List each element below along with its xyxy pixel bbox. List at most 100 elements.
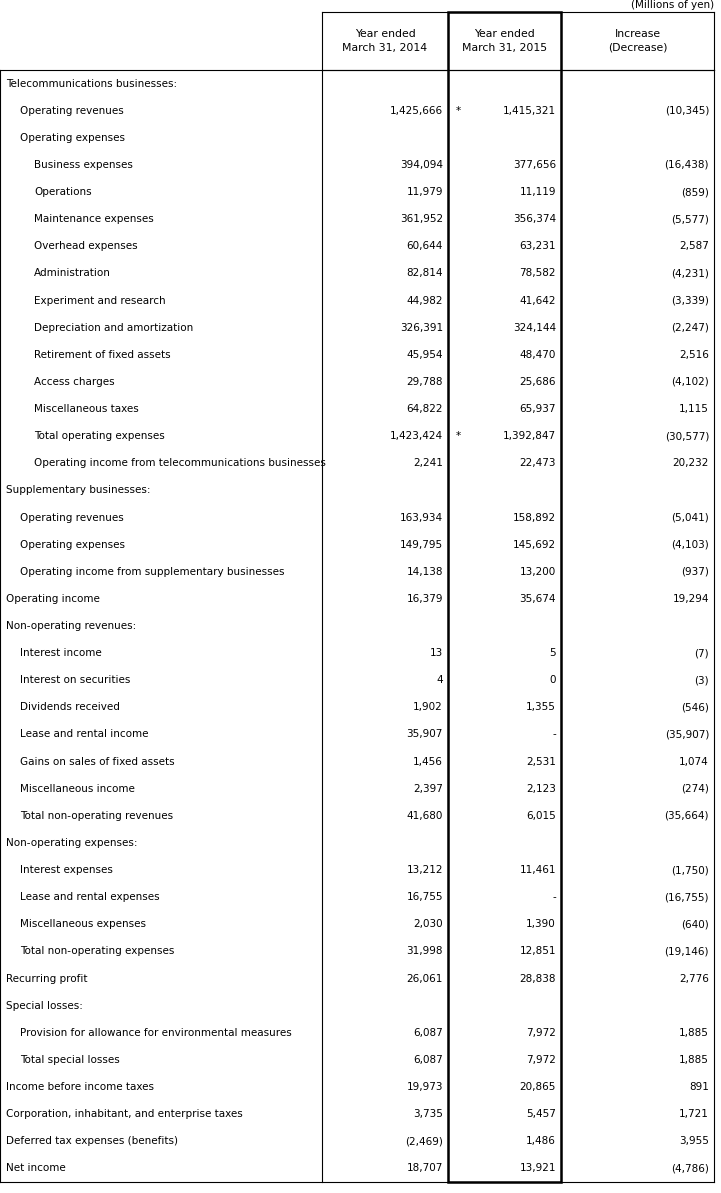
Text: Deferred tax expenses (benefits): Deferred tax expenses (benefits) [6, 1136, 178, 1146]
Text: 7,972: 7,972 [526, 1028, 556, 1038]
Text: 394,094: 394,094 [400, 160, 443, 169]
Text: 1,115: 1,115 [679, 404, 709, 414]
Text: 19,973: 19,973 [407, 1082, 443, 1092]
Text: 28,838: 28,838 [520, 973, 556, 983]
Text: 377,656: 377,656 [513, 160, 556, 169]
Text: (Millions of yen): (Millions of yen) [631, 0, 714, 10]
Text: 1,456: 1,456 [413, 756, 443, 767]
Text: 25,686: 25,686 [520, 377, 556, 387]
Text: Provision for allowance for environmental measures: Provision for allowance for environmenta… [20, 1028, 292, 1038]
Text: 1,390: 1,390 [526, 920, 556, 929]
Text: 13: 13 [430, 648, 443, 659]
Text: 13,212: 13,212 [407, 865, 443, 876]
Text: 60,644: 60,644 [407, 241, 443, 252]
Text: 11,461: 11,461 [520, 865, 556, 876]
Text: 6,087: 6,087 [413, 1055, 443, 1065]
Text: 82,814: 82,814 [407, 268, 443, 278]
Text: 41,680: 41,680 [407, 811, 443, 821]
Text: 163,934: 163,934 [400, 513, 443, 523]
Text: 7,972: 7,972 [526, 1055, 556, 1065]
Text: 361,952: 361,952 [400, 215, 443, 224]
Text: 35,907: 35,907 [407, 729, 443, 740]
Text: (3,339): (3,339) [671, 296, 709, 305]
Text: Non-operating expenses:: Non-operating expenses: [6, 837, 138, 848]
Text: 13,921: 13,921 [520, 1163, 556, 1174]
Text: (2,469): (2,469) [405, 1136, 443, 1146]
Text: Corporation, inhabitant, and enterprise taxes: Corporation, inhabitant, and enterprise … [6, 1109, 243, 1119]
Text: (10,345): (10,345) [665, 106, 709, 116]
Text: Year ended
March 31, 2014: Year ended March 31, 2014 [342, 29, 428, 52]
Text: 13,200: 13,200 [520, 567, 556, 576]
Text: Business expenses: Business expenses [34, 160, 133, 169]
Text: Operating income: Operating income [6, 594, 100, 604]
Text: Operating expenses: Operating expenses [20, 539, 125, 550]
Text: Depreciation and amortization: Depreciation and amortization [34, 322, 193, 333]
Text: (4,103): (4,103) [671, 539, 709, 550]
Text: Recurring profit: Recurring profit [6, 973, 87, 983]
Text: 1,392,847: 1,392,847 [503, 431, 556, 441]
Text: Special losses:: Special losses: [6, 1001, 83, 1010]
Text: 356,374: 356,374 [513, 215, 556, 224]
Text: (2,247): (2,247) [671, 322, 709, 333]
Text: Interest expenses: Interest expenses [20, 865, 113, 876]
Text: 19,294: 19,294 [673, 594, 709, 604]
Text: 44,982: 44,982 [407, 296, 443, 305]
Text: 29,788: 29,788 [407, 377, 443, 387]
Text: Access charges: Access charges [34, 377, 115, 387]
Text: Experiment and research: Experiment and research [34, 296, 166, 305]
Text: Lease and rental income: Lease and rental income [20, 729, 149, 740]
Text: Income before income taxes: Income before income taxes [6, 1082, 154, 1092]
Text: 3,735: 3,735 [413, 1109, 443, 1119]
Text: 1,885: 1,885 [679, 1055, 709, 1065]
Text: (16,438): (16,438) [665, 160, 709, 169]
Text: 5: 5 [549, 648, 556, 659]
Text: (35,664): (35,664) [665, 811, 709, 821]
Text: 1,721: 1,721 [679, 1109, 709, 1119]
Text: 158,892: 158,892 [513, 513, 556, 523]
Text: 48,470: 48,470 [520, 350, 556, 360]
Text: 1,415,321: 1,415,321 [503, 106, 556, 116]
Text: 326,391: 326,391 [400, 322, 443, 333]
Text: 11,979: 11,979 [407, 187, 443, 197]
Text: 41,642: 41,642 [520, 296, 556, 305]
Text: 20,232: 20,232 [673, 458, 709, 469]
Text: (937): (937) [681, 567, 709, 576]
Text: 6,015: 6,015 [526, 811, 556, 821]
Text: 149,795: 149,795 [400, 539, 443, 550]
Text: 1,486: 1,486 [526, 1136, 556, 1146]
Text: Miscellaneous taxes: Miscellaneous taxes [34, 404, 138, 414]
Text: 145,692: 145,692 [513, 539, 556, 550]
Text: Year ended
March 31, 2015: Year ended March 31, 2015 [462, 29, 547, 52]
Text: Total operating expenses: Total operating expenses [34, 431, 165, 441]
Text: 16,379: 16,379 [407, 594, 443, 604]
Text: (4,231): (4,231) [671, 268, 709, 278]
Text: *: * [456, 106, 461, 116]
Text: 11,119: 11,119 [520, 187, 556, 197]
Text: (859): (859) [681, 187, 709, 197]
Text: (30,577): (30,577) [665, 431, 709, 441]
Text: Total non-operating expenses: Total non-operating expenses [20, 946, 174, 957]
Text: Operating income from telecommunications businesses: Operating income from telecommunications… [34, 458, 326, 469]
Text: 4: 4 [436, 675, 443, 685]
Text: Miscellaneous income: Miscellaneous income [20, 784, 135, 793]
Text: 891: 891 [689, 1082, 709, 1092]
Text: Operating revenues: Operating revenues [20, 106, 124, 116]
Text: 14,138: 14,138 [407, 567, 443, 576]
Text: 2,397: 2,397 [413, 784, 443, 793]
Text: (5,041): (5,041) [671, 513, 709, 523]
Text: 0: 0 [549, 675, 556, 685]
Text: 2,123: 2,123 [526, 784, 556, 793]
Text: Operating income from supplementary businesses: Operating income from supplementary busi… [20, 567, 285, 576]
Text: 16,755: 16,755 [407, 892, 443, 902]
Text: 45,954: 45,954 [407, 350, 443, 360]
Text: (4,786): (4,786) [671, 1163, 709, 1174]
Text: 12,851: 12,851 [520, 946, 556, 957]
Text: Administration: Administration [34, 268, 111, 278]
Text: Retirement of fixed assets: Retirement of fixed assets [34, 350, 171, 360]
Text: Net income: Net income [6, 1163, 66, 1174]
Text: 3,955: 3,955 [679, 1136, 709, 1146]
Text: (7): (7) [694, 648, 709, 659]
Text: 64,822: 64,822 [407, 404, 443, 414]
Text: 1,423,424: 1,423,424 [390, 431, 443, 441]
Text: Interest income: Interest income [20, 648, 102, 659]
